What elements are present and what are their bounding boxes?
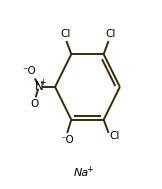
- Text: Cl: Cl: [110, 131, 120, 141]
- Text: N: N: [35, 81, 44, 93]
- Text: ⁻O: ⁻O: [60, 136, 74, 146]
- Text: ⁻O: ⁻O: [22, 66, 36, 76]
- Text: Na: Na: [73, 168, 89, 178]
- Text: +: +: [40, 78, 46, 87]
- Text: +: +: [87, 165, 93, 174]
- Text: O: O: [30, 99, 38, 109]
- Text: Cl: Cl: [105, 29, 115, 39]
- Text: Cl: Cl: [60, 29, 71, 39]
